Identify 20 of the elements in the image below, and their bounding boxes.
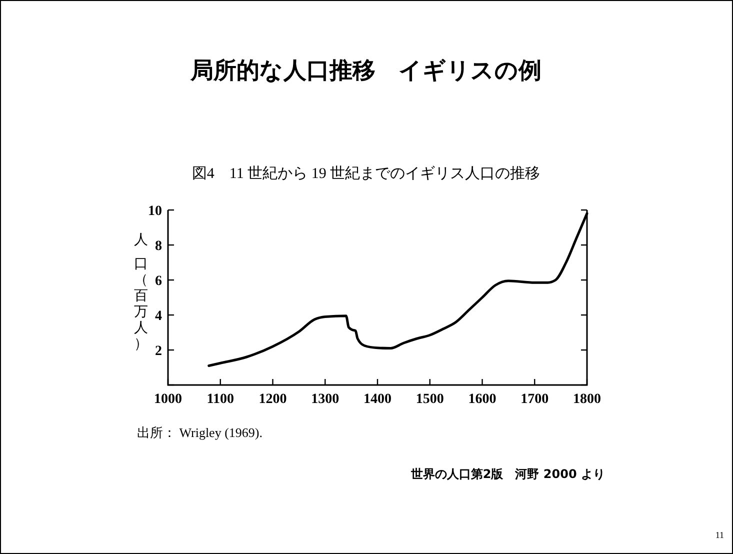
y-axis-title: 人口（百万人） (134, 232, 148, 352)
x-tick-label: 1100 (206, 392, 234, 407)
x-tick-label: 1700 (520, 392, 549, 407)
x-tick-label: 1800 (573, 392, 601, 407)
chart-subtitle: 図4 11 世紀から 19 世紀までのイギリス人口の推移 (192, 165, 540, 182)
x-tick-label: 1200 (258, 392, 287, 407)
x-tick-label: 1500 (416, 392, 444, 407)
y-tick-label: 10 (148, 204, 162, 219)
y-tick-label: 8 (155, 238, 162, 254)
y-tick-label: 4 (155, 308, 162, 324)
x-tick-label: 1300 (311, 392, 340, 407)
y-tick-label: 2 (155, 344, 162, 359)
y-tick-label: 6 (155, 274, 162, 289)
text: 出所： Wrigley (1969). (137, 425, 262, 440)
text: 11 (715, 530, 724, 540)
x-tick-label: 1000 (154, 392, 182, 407)
x-tick-label: 1600 (468, 392, 496, 407)
chart-title: 局所的な人口推移 イギリスの例 (190, 58, 542, 84)
x-tick-label: 1400 (364, 392, 392, 407)
text: 世界の人口第2版 河野 2000 より (410, 467, 605, 481)
